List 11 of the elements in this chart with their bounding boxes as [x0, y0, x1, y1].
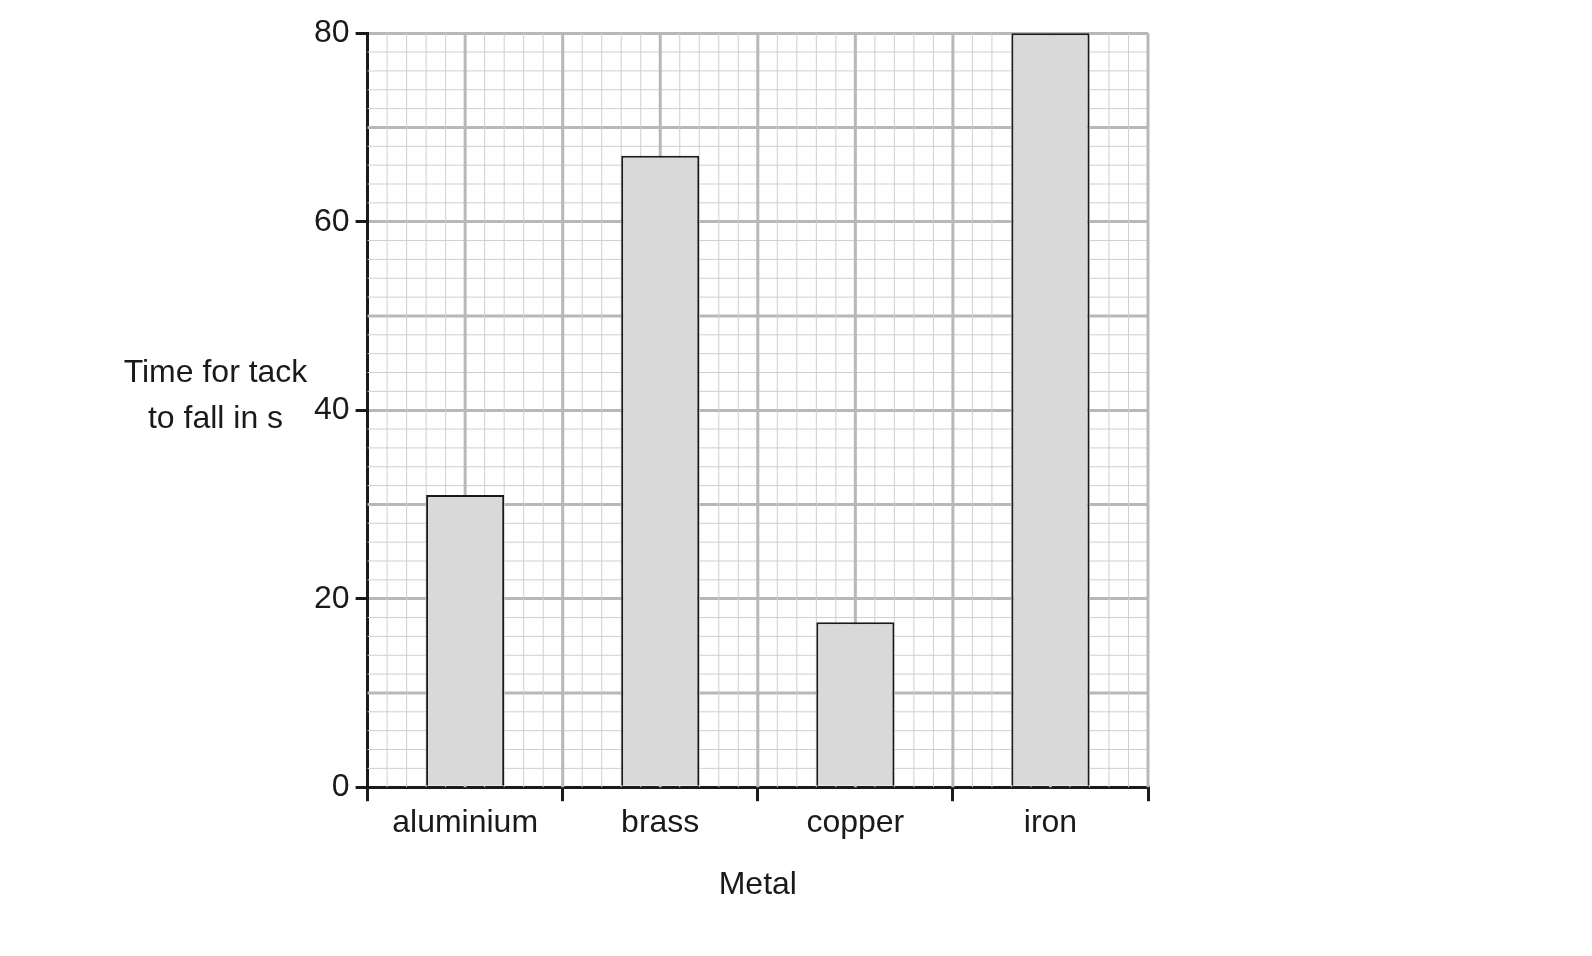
y-tick-label: 60: [314, 201, 350, 238]
x-tick-label: iron: [1023, 803, 1078, 840]
y-tick-label: 0: [331, 767, 350, 804]
y-tick-label: 20: [314, 578, 350, 615]
y-axis-title: Time for tack to fall in s: [123, 352, 308, 437]
x-axis-title: Metal: [718, 864, 797, 901]
x-tick-label: brass: [621, 803, 700, 840]
x-tick-label: aluminium: [392, 803, 539, 840]
y-tick-label: 40: [314, 390, 350, 427]
x-tick-label: copper: [806, 803, 905, 840]
y-tick-label: 80: [314, 13, 350, 50]
